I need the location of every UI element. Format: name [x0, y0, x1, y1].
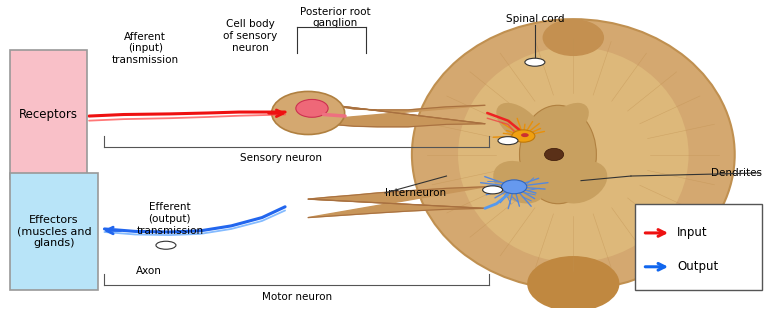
Circle shape [483, 186, 503, 194]
Ellipse shape [512, 130, 535, 142]
Text: Dendrites: Dendrites [711, 168, 762, 178]
Ellipse shape [497, 103, 543, 145]
Text: Motor neuron: Motor neuron [262, 292, 332, 302]
Ellipse shape [494, 161, 546, 203]
Ellipse shape [521, 133, 529, 137]
Ellipse shape [554, 161, 608, 203]
Text: Interneuron: Interneuron [385, 188, 446, 198]
Text: Sensory neuron: Sensory neuron [240, 153, 322, 163]
Ellipse shape [412, 19, 735, 290]
Text: Efferent
(output)
transmission: Efferent (output) transmission [136, 202, 203, 236]
Circle shape [498, 137, 518, 145]
Ellipse shape [543, 19, 604, 56]
Text: Axon: Axon [136, 266, 162, 276]
Text: Afferent
(input)
transmission: Afferent (input) transmission [112, 32, 179, 65]
Text: Posterior root
ganglion: Posterior root ganglion [300, 7, 370, 28]
Polygon shape [308, 102, 485, 127]
Circle shape [156, 241, 176, 249]
FancyBboxPatch shape [10, 50, 87, 179]
Circle shape [525, 58, 545, 66]
Ellipse shape [520, 105, 597, 204]
FancyBboxPatch shape [634, 204, 762, 290]
Text: Input: Input [677, 226, 708, 239]
Ellipse shape [544, 148, 564, 161]
FancyBboxPatch shape [10, 173, 99, 290]
Ellipse shape [296, 99, 328, 117]
Ellipse shape [501, 180, 527, 194]
Ellipse shape [458, 47, 688, 262]
Text: Spinal cord: Spinal cord [506, 14, 564, 24]
Text: Cell body
of sensory
neuron: Cell body of sensory neuron [223, 19, 278, 53]
Text: Receptors: Receptors [18, 108, 78, 121]
Ellipse shape [527, 256, 619, 309]
Ellipse shape [272, 91, 345, 134]
Ellipse shape [542, 103, 589, 145]
Text: Output: Output [677, 260, 718, 273]
Polygon shape [308, 187, 485, 218]
Text: Effectors
(muscles and
glands): Effectors (muscles and glands) [17, 215, 92, 248]
